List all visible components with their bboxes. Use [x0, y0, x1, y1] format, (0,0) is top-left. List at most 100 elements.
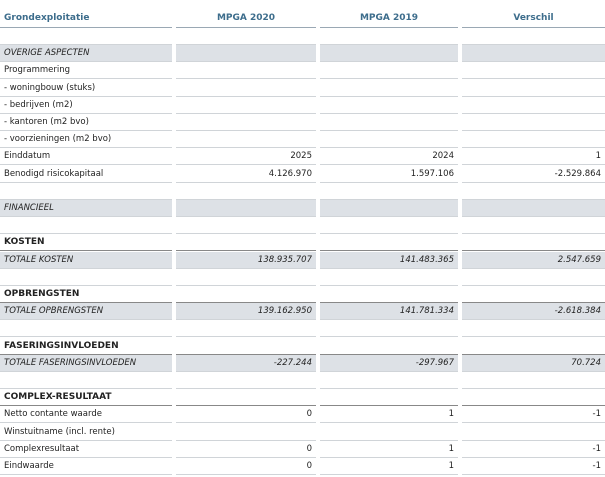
empty-cell	[320, 97, 458, 114]
cell-value: 1.597.106	[320, 166, 458, 183]
empty-cell	[176, 28, 316, 45]
column-header: Grondexploitatie	[0, 8, 172, 28]
row-label: Netto contante waarde	[0, 406, 172, 424]
empty-cell	[176, 183, 316, 200]
empty-cell	[320, 424, 458, 441]
empty-cell	[462, 97, 605, 114]
empty-cell	[462, 234, 605, 252]
row-label: Winstuitname (incl. rente)	[0, 424, 172, 441]
cell-value: 2.547.659	[462, 251, 605, 269]
cell-value: 4.126.970	[176, 166, 316, 183]
row-label: TOTALE KOSTEN	[0, 251, 172, 269]
empty-cell	[320, 200, 458, 217]
row-label: TOTALE FASERINGSINVLOEDEN	[0, 354, 172, 372]
empty-cell	[462, 114, 605, 131]
empty-cell	[176, 45, 316, 63]
empty-cell	[462, 286, 605, 303]
row-label: Benodigd risicokapitaal	[0, 166, 172, 183]
cell-value: 141.781.334	[320, 303, 458, 321]
empty-cell	[320, 338, 458, 355]
row-label: - bedrijven (m2)	[0, 97, 172, 114]
column-header: MPGA 2019	[320, 8, 458, 28]
empty-cell	[320, 320, 458, 338]
empty-cell	[176, 97, 316, 114]
empty-cell	[176, 269, 316, 286]
cell-value: 1	[320, 458, 458, 475]
empty-cell	[176, 320, 316, 338]
empty-cell	[320, 269, 458, 286]
row-label: Programmering	[0, 62, 172, 80]
cell-value: -1	[462, 441, 605, 458]
cell-value: 2024	[320, 148, 458, 166]
empty-cell	[176, 200, 316, 217]
empty-cell	[0, 372, 172, 389]
empty-cell	[176, 131, 316, 149]
cell-value: 1	[320, 441, 458, 458]
column-header: Verschil	[462, 8, 605, 28]
empty-cell	[462, 389, 605, 407]
empty-cell	[320, 131, 458, 149]
cell-value: -2.618.384	[462, 303, 605, 321]
empty-cell	[462, 131, 605, 149]
empty-cell	[462, 217, 605, 235]
cell-value: 139.162.950	[176, 303, 316, 321]
empty-cell	[320, 183, 458, 200]
empty-cell	[0, 217, 172, 235]
empty-cell	[320, 28, 458, 45]
cell-value: -297.967	[320, 354, 458, 372]
column-header: MPGA 2020	[176, 8, 316, 28]
empty-cell	[462, 424, 605, 441]
row-label: - voorzieningen (m2 bvo)	[0, 131, 172, 149]
cell-value: 0	[176, 406, 316, 424]
empty-cell	[320, 114, 458, 131]
empty-cell	[176, 114, 316, 131]
empty-cell	[176, 217, 316, 235]
cell-value: 70.724	[462, 354, 605, 372]
empty-cell	[462, 183, 605, 200]
row-label: COMPLEX-RESULTAAT	[0, 389, 172, 407]
empty-cell	[462, 80, 605, 97]
empty-cell	[462, 338, 605, 355]
empty-cell	[462, 200, 605, 217]
empty-cell	[320, 372, 458, 389]
cell-value: -1	[462, 406, 605, 424]
row-label: KOSTEN	[0, 234, 172, 252]
empty-cell	[0, 269, 172, 286]
empty-cell	[176, 62, 316, 80]
cell-value: 2025	[176, 148, 316, 166]
cell-value: -2.529.864	[462, 166, 605, 183]
empty-cell	[462, 45, 605, 63]
row-label: TOTALE OPBRENGSTEN	[0, 303, 172, 321]
row-label: - kantoren (m2 bvo)	[0, 114, 172, 131]
cell-value: 1	[462, 148, 605, 166]
empty-cell	[462, 62, 605, 80]
row-label: Einddatum	[0, 148, 172, 166]
cell-value: -1	[462, 458, 605, 475]
empty-cell	[462, 320, 605, 338]
empty-cell	[320, 389, 458, 407]
cell-value: 1	[320, 406, 458, 424]
empty-cell	[176, 234, 316, 252]
empty-cell	[176, 389, 316, 407]
empty-cell	[0, 28, 172, 45]
row-label: Complexresultaat	[0, 441, 172, 458]
empty-cell	[0, 320, 172, 338]
row-label: FASERINGSINVLOEDEN	[0, 338, 172, 355]
cell-value: -227.244	[176, 354, 316, 372]
empty-cell	[462, 28, 605, 45]
empty-cell	[320, 62, 458, 80]
empty-cell	[462, 372, 605, 389]
row-label: OVERIGE ASPECTEN	[0, 45, 172, 63]
cell-value: 141.483.365	[320, 251, 458, 269]
empty-cell	[176, 372, 316, 389]
empty-cell	[320, 217, 458, 235]
empty-cell	[176, 424, 316, 441]
empty-cell	[320, 80, 458, 97]
row-label: FINANCIEEL	[0, 200, 172, 217]
empty-cell	[176, 286, 316, 303]
row-label: Eindwaarde	[0, 458, 172, 475]
empty-cell	[176, 80, 316, 97]
empty-cell	[462, 269, 605, 286]
row-label: - woningbouw (stuks)	[0, 80, 172, 97]
